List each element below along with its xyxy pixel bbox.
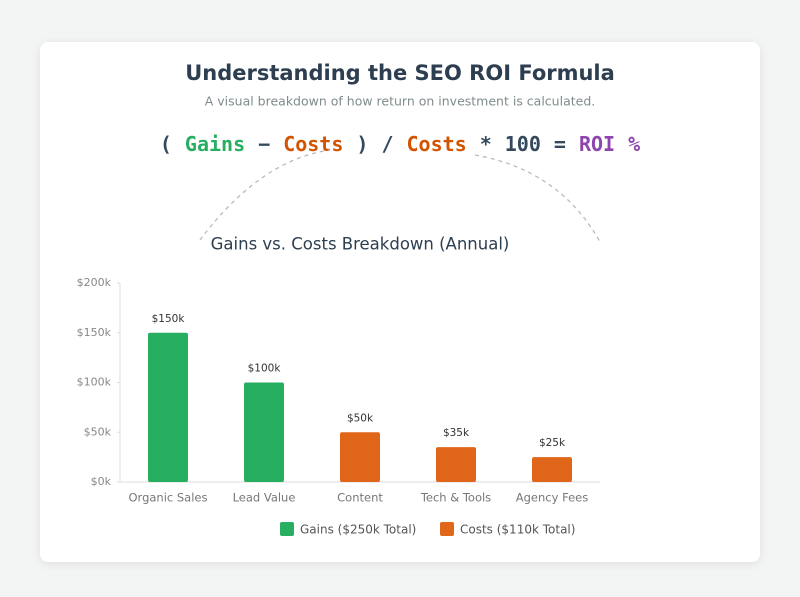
x-tick-label: Lead Value: [233, 491, 296, 505]
bar: [340, 432, 380, 482]
x-tick-label: Content: [337, 491, 383, 505]
formula-token: /: [381, 132, 393, 156]
formula-token: *: [480, 132, 492, 156]
legend-swatch: [440, 522, 454, 536]
legend-label: Gains ($250k Total): [300, 523, 416, 537]
y-tick-label: $150k: [77, 326, 112, 339]
y-tick-label: $50k: [84, 425, 112, 438]
formula: (Gains − Costs) / Costs * 100 = ROI%: [160, 132, 640, 156]
formula-token: 100: [505, 132, 541, 156]
value-label: $25k: [539, 437, 566, 449]
card: [40, 42, 760, 562]
subtitle: A visual breakdown of how return on inve…: [205, 94, 596, 109]
value-label: $50k: [347, 412, 374, 424]
x-tick-label: Agency Fees: [516, 491, 588, 505]
connector: [474, 154, 601, 243]
formula-token: Costs: [283, 132, 343, 156]
connector: [199, 149, 331, 241]
title: Understanding the SEO ROI Formula: [185, 61, 615, 85]
chart-title: Gains vs. Costs Breakdown (Annual): [211, 235, 510, 254]
formula-token: %: [628, 132, 640, 156]
formula-token: ROI: [579, 132, 615, 156]
formula-token: Gains: [185, 132, 245, 156]
legend-swatch: [280, 522, 294, 536]
value-label: $150k: [152, 313, 186, 325]
value-label: $35k: [443, 427, 470, 439]
formula-token: (: [160, 132, 172, 156]
formula-token: −: [258, 132, 270, 156]
formula-token: =: [554, 132, 566, 156]
x-tick-label: Organic Sales: [129, 491, 208, 505]
bar: [244, 382, 284, 482]
bar: [436, 447, 476, 482]
y-tick-label: $200k: [77, 276, 112, 289]
formula-token: ): [356, 132, 368, 156]
y-tick-label: $0k: [91, 475, 112, 488]
legend-label: Costs ($110k Total): [460, 523, 575, 537]
value-label: $100k: [248, 363, 282, 375]
formula-token: Costs: [407, 132, 467, 156]
bar: [148, 332, 188, 482]
x-tick-label: Tech & Tools: [420, 491, 491, 505]
y-tick-label: $100k: [77, 376, 112, 389]
bar: [532, 457, 572, 482]
